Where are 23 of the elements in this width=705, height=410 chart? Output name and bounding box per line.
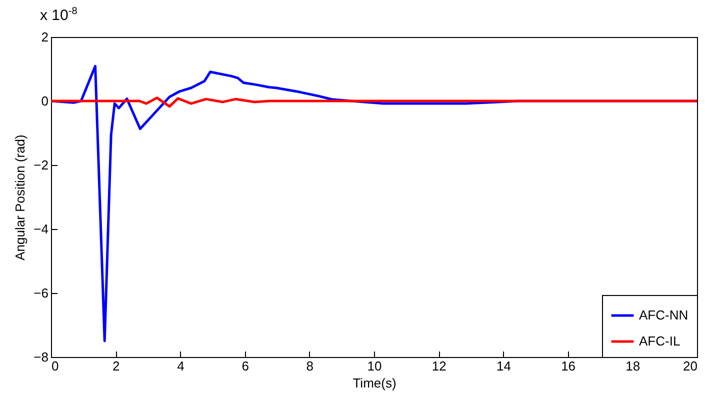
x-axis-title: Time(s) [352,376,396,390]
x-tick-label: 20 [683,358,698,374]
text: x 10$^{-8}$ [40,6,78,24]
x-tick-label: 18 [626,358,640,374]
legend-label: AFC-NN [639,308,688,322]
y-tick-label: −8 [34,350,48,364]
x-tick-label: 16 [561,358,576,374]
x-tick-label: 10 [367,358,382,374]
y-tick-label: −4 [34,222,48,236]
legend-label: AFC-IL [639,334,680,348]
x-tick-label: 6 [242,358,249,374]
y-tick-label: 0 [41,94,48,108]
x-tick-label: 8 [306,358,314,374]
x-tick-label: 0 [52,358,59,374]
y-tick-label: −6 [34,286,48,300]
y-tick-label: 2 [41,30,48,44]
x-tick-label: 14 [496,358,511,374]
x-tick-label: 4 [177,358,184,374]
x-tick-label: 2 [112,358,120,374]
y-tick-label: −2 [34,158,48,172]
x-tick-label: 12 [432,358,446,374]
line-series [51,96,697,108]
y-axis-title: Angular Position (rad) [12,134,28,260]
